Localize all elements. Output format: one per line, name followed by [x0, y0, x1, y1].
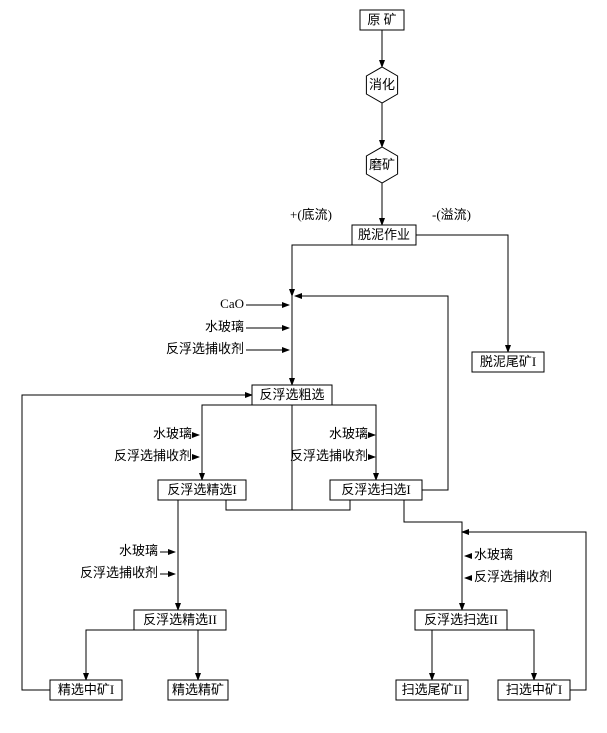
node-clean1: 反浮选精选I [158, 480, 246, 500]
edge-deslime-over [416, 235, 508, 352]
node-raw-label: 原 矿 [367, 12, 396, 27]
label-col2: 反浮选捕收剂 [114, 448, 192, 463]
label-col3: 反浮选捕收剂 [290, 448, 368, 463]
node-clean2-label: 反浮选精选II [143, 612, 217, 627]
label-col1: 反浮选捕收剂 [166, 341, 244, 356]
node-scav_tail2: 扫选尾矿II [396, 680, 468, 700]
node-slake: 消化 [366, 67, 397, 103]
node-rough: 反浮选粗选 [252, 385, 332, 405]
node-scav_tail2-label: 扫选尾矿II [402, 682, 463, 697]
edge-scav2-mid [490, 630, 534, 680]
node-conc: 精选精矿 [168, 680, 228, 700]
node-deslime-label: 脱泥作业 [358, 227, 410, 242]
node-mid1: 精选中矿I [50, 680, 122, 700]
node-deslime_tail: 脱泥尾矿I [472, 352, 544, 372]
label-col5: 反浮选捕收剂 [474, 569, 552, 584]
label-wg2: 水玻璃 [153, 426, 192, 441]
label-cao: CaO [220, 296, 244, 311]
label-wg5: 水玻璃 [474, 547, 513, 562]
edge-clean1-down-r [226, 500, 292, 510]
node-scav2: 反浮选扫选II [415, 610, 507, 630]
label-overflow: -(溢流) [432, 207, 471, 222]
node-scav1-label: 反浮选扫选I [341, 482, 410, 497]
node-clean1-label: 反浮选精选I [167, 482, 236, 497]
node-grind: 磨矿 [366, 147, 397, 183]
node-deslime_tail-label: 脱泥尾矿I [480, 354, 536, 369]
node-scav_mid1: 扫选中矿I [498, 680, 570, 700]
node-conc-label: 精选精矿 [172, 682, 224, 697]
edge-rough-right [322, 405, 376, 480]
node-scav2-label: 反浮选扫选II [424, 612, 498, 627]
label-wg3: 水玻璃 [329, 426, 368, 441]
edge-clean2-conc [198, 630, 210, 680]
edge-clean2-mid1 [86, 630, 150, 680]
edge-deslime-under [292, 245, 360, 296]
node-clean2: 反浮选精选II [134, 610, 226, 630]
node-rough-label: 反浮选粗选 [259, 387, 324, 402]
edge-scav1-down-l [292, 500, 350, 510]
label-wg1: 水玻璃 [205, 319, 244, 334]
node-raw: 原 矿 [360, 10, 404, 30]
label-col4: 反浮选捕收剂 [80, 565, 158, 580]
node-deslime: 脱泥作业 [352, 225, 416, 245]
label-wg4: 水玻璃 [119, 543, 158, 558]
node-scav_mid1-label: 扫选中矿I [506, 682, 562, 697]
node-slake-label: 消化 [369, 77, 395, 92]
edge-scav1-down-r [404, 500, 462, 610]
label-underflow: +(底流) [290, 207, 332, 222]
edge-rough-left [202, 405, 262, 480]
node-scav1: 反浮选扫选I [330, 480, 422, 500]
node-mid1-label: 精选中矿I [58, 682, 114, 697]
node-grind-label: 磨矿 [369, 157, 395, 172]
